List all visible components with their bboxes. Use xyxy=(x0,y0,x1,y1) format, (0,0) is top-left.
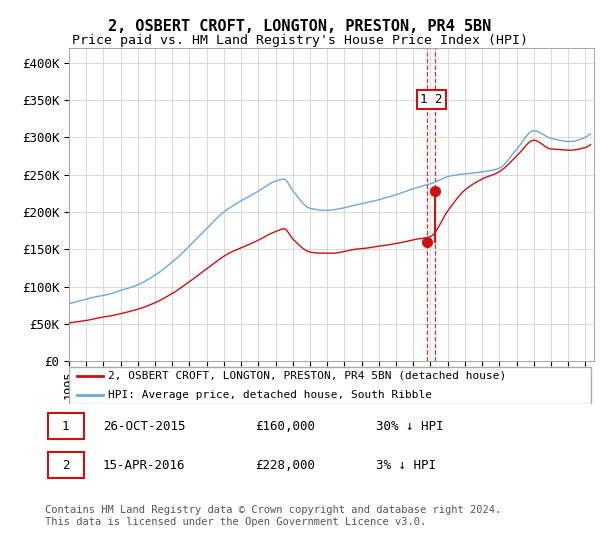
Text: £228,000: £228,000 xyxy=(255,459,315,472)
Text: 15-APR-2016: 15-APR-2016 xyxy=(103,459,185,472)
FancyBboxPatch shape xyxy=(48,452,83,478)
Text: 2: 2 xyxy=(62,459,69,472)
Text: 2, OSBERT CROFT, LONGTON, PRESTON, PR4 5BN: 2, OSBERT CROFT, LONGTON, PRESTON, PR4 5… xyxy=(109,20,491,34)
FancyBboxPatch shape xyxy=(48,413,83,440)
Text: £160,000: £160,000 xyxy=(255,419,315,433)
Text: 26-OCT-2015: 26-OCT-2015 xyxy=(103,419,185,433)
Text: Contains HM Land Registry data © Crown copyright and database right 2024.
This d: Contains HM Land Registry data © Crown c… xyxy=(45,505,501,527)
Text: 3% ↓ HPI: 3% ↓ HPI xyxy=(376,459,436,472)
Text: HPI: Average price, detached house, South Ribble: HPI: Average price, detached house, Sout… xyxy=(109,390,433,400)
Text: 1: 1 xyxy=(62,419,69,433)
Text: 1 2: 1 2 xyxy=(420,94,443,106)
Text: 2, OSBERT CROFT, LONGTON, PRESTON, PR4 5BN (detached house): 2, OSBERT CROFT, LONGTON, PRESTON, PR4 5… xyxy=(109,371,506,381)
Text: Price paid vs. HM Land Registry's House Price Index (HPI): Price paid vs. HM Land Registry's House … xyxy=(72,34,528,47)
FancyBboxPatch shape xyxy=(69,367,592,404)
Text: 30% ↓ HPI: 30% ↓ HPI xyxy=(376,419,444,433)
